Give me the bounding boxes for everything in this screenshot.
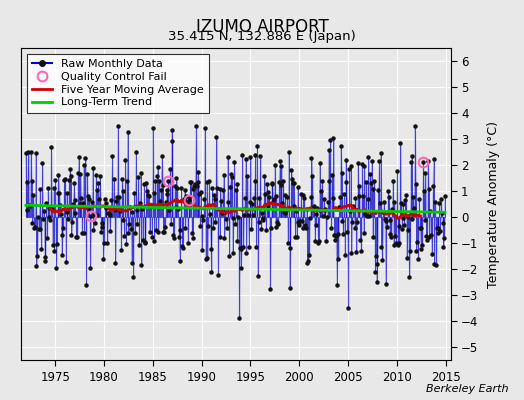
- Text: 35.415 N, 132.886 E (Japan): 35.415 N, 132.886 E (Japan): [168, 30, 356, 43]
- Y-axis label: Temperature Anomaly (°C): Temperature Anomaly (°C): [487, 120, 500, 288]
- Legend: Raw Monthly Data, Quality Control Fail, Five Year Moving Average, Long-Term Tren: Raw Monthly Data, Quality Control Fail, …: [27, 54, 209, 113]
- Text: IZUMO AIRPORT: IZUMO AIRPORT: [195, 18, 329, 36]
- Text: Berkeley Earth: Berkeley Earth: [426, 384, 508, 394]
